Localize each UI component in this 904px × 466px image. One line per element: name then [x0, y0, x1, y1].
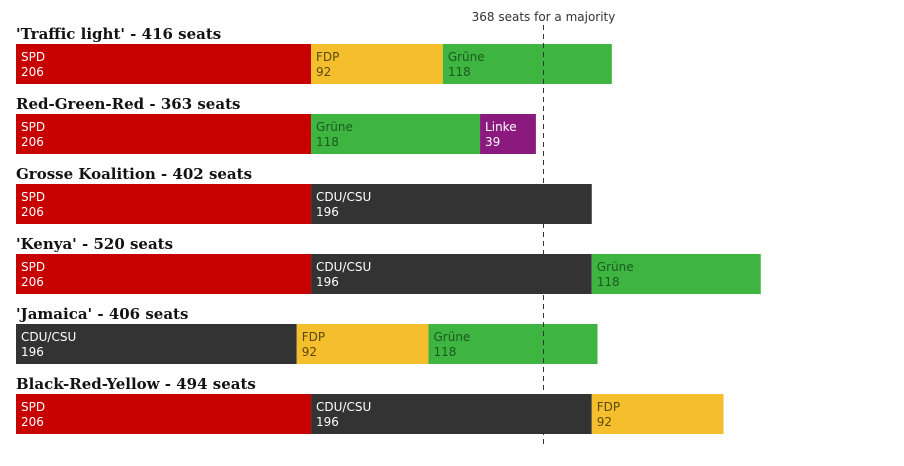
segment-party-label: Grüne — [433, 330, 470, 344]
bar-segment — [311, 254, 592, 294]
segment-seat-label: 118 — [433, 345, 456, 359]
segment-seat-label: 39 — [485, 135, 500, 149]
coalition-title: 'Traffic light' - 416 seats — [16, 25, 221, 43]
coalition-title: Grosse Koalition - 402 seats — [16, 165, 252, 183]
segment-party-label: FDP — [597, 400, 620, 414]
bar-segment — [442, 44, 612, 84]
bar-segment — [16, 254, 312, 294]
bar-segment — [16, 184, 312, 224]
segment-seat-label: 92 — [302, 345, 317, 359]
bar-segment — [16, 394, 312, 434]
segment-party-label: FDP — [302, 330, 325, 344]
segment-party-label: Linke — [485, 120, 517, 134]
segment-party-label: Grüne — [448, 50, 485, 64]
segment-party-label: CDU/CSU — [316, 190, 371, 204]
bar-segment — [16, 324, 297, 364]
bar-segment — [311, 184, 592, 224]
segment-party-label: SPD — [21, 400, 45, 414]
bar-segment — [311, 44, 443, 84]
coalition-rows: 'Traffic light' - 416 seatsSPD206FDP92Gr… — [16, 25, 761, 434]
majority-label: 368 seats for a majority — [472, 10, 616, 24]
segment-seat-label: 196 — [21, 345, 44, 359]
segment-party-label: Grüne — [316, 120, 353, 134]
segment-seat-label: 206 — [21, 135, 44, 149]
bar-segment — [16, 44, 312, 84]
segment-party-label: CDU/CSU — [21, 330, 76, 344]
segment-party-label: FDP — [316, 50, 339, 64]
coalition-title: Black-Red-Yellow - 494 seats — [16, 375, 256, 393]
segment-seat-label: 206 — [21, 415, 44, 429]
segment-seat-label: 206 — [21, 275, 44, 289]
bar-segment — [16, 114, 312, 154]
segment-seat-label: 118 — [597, 275, 620, 289]
segment-seat-label: 196 — [316, 275, 339, 289]
bar-segment — [311, 114, 481, 154]
coalition-title: 'Kenya' - 520 seats — [16, 235, 173, 253]
segment-party-label: SPD — [21, 260, 45, 274]
bar-segment — [428, 324, 598, 364]
bar-segment — [480, 114, 536, 154]
segment-party-label: SPD — [21, 120, 45, 134]
coalition-title: Red-Green-Red - 363 seats — [16, 95, 240, 113]
bar-segment — [311, 394, 592, 434]
bar-segment — [296, 324, 429, 364]
segment-party-label: CDU/CSU — [316, 400, 371, 414]
bar-segment — [591, 254, 761, 294]
segment-seat-label: 92 — [316, 65, 331, 79]
segment-seat-label: 206 — [21, 205, 44, 219]
segment-seat-label: 92 — [597, 415, 612, 429]
segment-seat-label: 118 — [316, 135, 339, 149]
segment-party-label: SPD — [21, 50, 45, 64]
segment-party-label: Grüne — [597, 260, 634, 274]
segment-party-label: CDU/CSU — [316, 260, 371, 274]
segment-seat-label: 206 — [21, 65, 44, 79]
segment-seat-label: 118 — [448, 65, 471, 79]
bar-segment — [591, 394, 724, 434]
segment-seat-label: 196 — [316, 415, 339, 429]
coalition-title: 'Jamaica' - 406 seats — [16, 305, 188, 323]
segment-seat-label: 196 — [316, 205, 339, 219]
segment-party-label: SPD — [21, 190, 45, 204]
